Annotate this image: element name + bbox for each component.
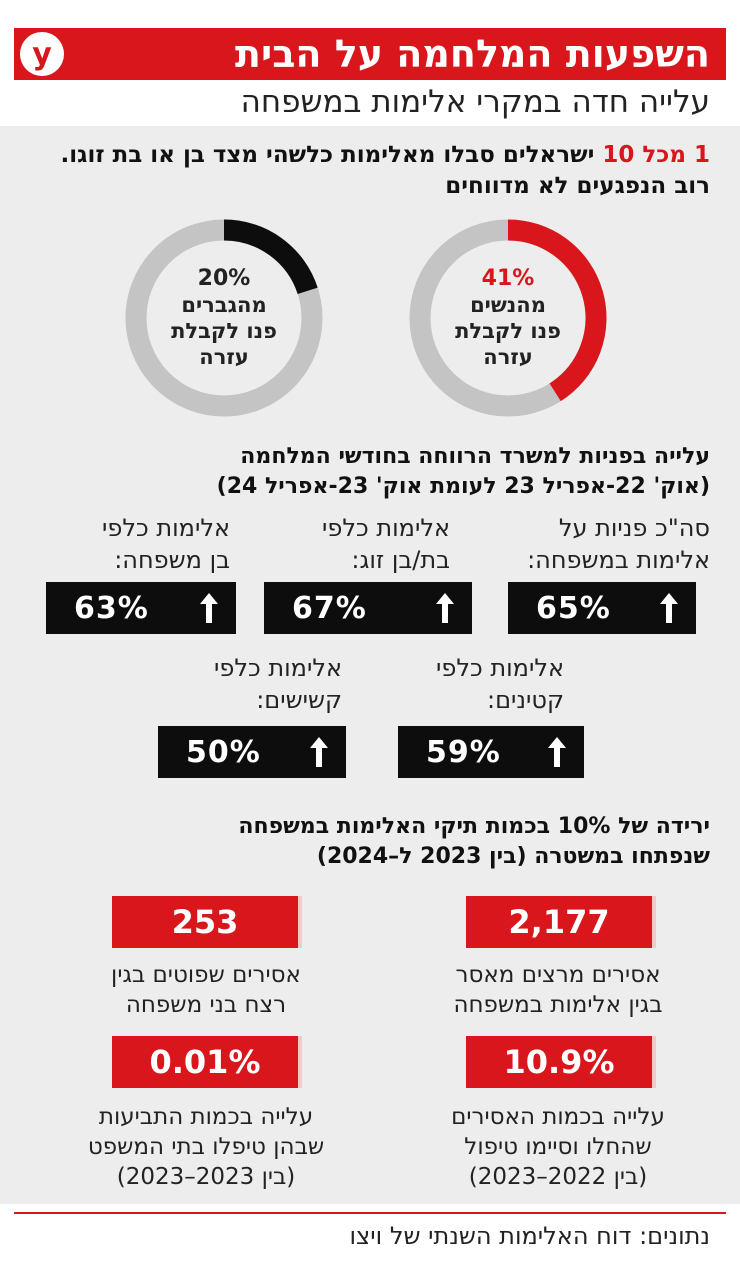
welfare-value-total: 65%	[508, 582, 696, 634]
welfare-label-elderly-line2: קשישים:	[256, 686, 342, 714]
donut-women-svg	[409, 219, 607, 417]
police-label-treatment: עלייה בכמות האסירים שהחלו וסיימו טיפול (…	[398, 1102, 718, 1192]
welfare-title: עלייה בפניות למשרד הרווחה בחודשי המלחמה …	[30, 442, 710, 502]
arrow-up-icon	[200, 593, 218, 623]
welfare-label-total-line2: אלימות במשפחה:	[527, 546, 710, 574]
page-subtitle: עלייה חדה במקרי אלימות במשפחה	[240, 84, 710, 120]
police-label-treatment-line1: עלייה בכמות האסירים	[451, 1104, 665, 1130]
donut-women-arc	[507, 219, 607, 402]
logo-letter: y	[20, 32, 64, 76]
donut-men-pct: 20%	[197, 266, 251, 291]
donut-women-label: 41% מהנשים פנו לקבלת עזרה	[408, 218, 608, 418]
arrow-up-icon	[436, 593, 454, 623]
welfare-title-line2: (אוק' 22-אפריל 23 לעומת אוק' 23-אפריל 24…	[216, 474, 710, 499]
donut-men-line2: פנו לקבלת	[171, 319, 277, 343]
donut-women-line3: עזרה	[483, 345, 533, 369]
police-label-murder-line2: רצח בני משפחה	[125, 992, 287, 1018]
logo: y	[14, 28, 70, 80]
content-panel	[0, 126, 740, 1204]
footer-divider	[14, 1212, 726, 1214]
police-title-line1: ירידה של 10% בכמות תיקי האלימות במשפחה	[238, 814, 710, 839]
police-label-prisoners-line1: אסירים מרצים מאסר	[455, 962, 661, 988]
police-value-treatment: 10.9%	[466, 1036, 652, 1088]
header-bar	[14, 28, 726, 80]
police-value-courts: 0.01%	[112, 1036, 298, 1088]
source-note: נתונים: דוח האלימות השנתי של ויצו	[349, 1222, 710, 1250]
welfare-label-family: אלימות כלפי בן משפחה:	[102, 512, 230, 576]
police-label-prisoners-line2: בגין אלימות במשפחה	[453, 992, 663, 1018]
welfare-label-total: סה"כ פניות על אלימות במשפחה:	[527, 512, 710, 576]
donut-women-pct: 41%	[481, 266, 535, 291]
donut-men-label: 20% מהגברים פנו לקבלת עזרה	[124, 218, 324, 418]
welfare-value-total-text: 65%	[536, 590, 611, 626]
page-title: השפעות המלחמה על הבית	[235, 32, 710, 76]
arrow-up-icon	[660, 593, 678, 623]
welfare-label-elderly: אלימות כלפי קשישים:	[214, 652, 342, 716]
welfare-title-line1: עלייה בפניות למשרד הרווחה בחודשי המלחמה	[240, 444, 710, 469]
donut-women-line2: פנו לקבלת	[455, 319, 561, 343]
police-value-murder: 253	[112, 896, 298, 948]
intro-rest: ישראלים סבלו מאלימות כלשהי מצד בן או בת …	[60, 142, 710, 199]
welfare-value-elderly-text: 50%	[186, 734, 261, 770]
welfare-label-partner: אלימות כלפי בת/בן זוג:	[322, 512, 450, 576]
welfare-label-total-line1: סה"כ פניות על	[558, 514, 710, 542]
welfare-label-minors: אלימות כלפי קטינים:	[436, 652, 564, 716]
welfare-label-elderly-line1: אלימות כלפי	[214, 654, 342, 682]
intro-text: 1 מכל 10 ישראלים סבלו מאלימות כלשהי מצד …	[30, 140, 710, 202]
donut-men-svg	[125, 219, 323, 417]
police-label-treatment-line2: שהחלו וסיימו טיפול	[464, 1134, 652, 1160]
police-label-courts: עלייה בכמות התביעות שבהן טיפלו בתי המשפט…	[46, 1102, 366, 1192]
police-label-courts-line3: (בין 2023–2023)	[116, 1164, 296, 1190]
police-label-courts-line2: שבהן טיפלו בתי המשפט	[87, 1134, 325, 1160]
welfare-value-family: 63%	[46, 582, 236, 634]
police-value-prisoners: 2,177	[466, 896, 652, 948]
donut-women: 41% מהנשים פנו לקבלת עזרה	[408, 218, 608, 418]
welfare-label-family-line2: בן משפחה:	[114, 546, 230, 574]
police-label-courts-line1: עלייה בכמות התביעות	[98, 1104, 314, 1130]
welfare-value-partner: 67%	[264, 582, 472, 634]
welfare-label-family-line1: אלימות כלפי	[102, 514, 230, 542]
welfare-label-minors-line1: אלימות כלפי	[436, 654, 564, 682]
donut-men-line1: מהגברים	[181, 293, 267, 317]
arrow-up-icon	[310, 737, 328, 767]
welfare-label-partner-line1: אלימות כלפי	[322, 514, 450, 542]
police-label-treatment-line3: (בין 2022–2023)	[468, 1164, 648, 1190]
welfare-value-minors-text: 59%	[426, 734, 501, 770]
donut-men-line3: עזרה	[199, 345, 249, 369]
donut-men: 20% מהגברים פנו לקבלת עזרה	[124, 218, 324, 418]
intro-highlight: 1 מכל 10	[602, 142, 710, 168]
donut-men-arc	[223, 219, 318, 295]
welfare-value-partner-text: 67%	[292, 590, 367, 626]
donut-women-line1: מהנשים	[470, 293, 546, 317]
arrow-up-icon	[548, 737, 566, 767]
welfare-value-elderly: 50%	[158, 726, 346, 778]
police-title: ירידה של 10% בכמות תיקי האלימות במשפחה ש…	[30, 812, 710, 872]
police-label-murder: אסירים שפוטים בגין רצח בני משפחה	[56, 960, 356, 1020]
police-title-line2: שנפתחו במשטרה (בין 2023 ל–2024)	[316, 844, 710, 869]
welfare-value-family-text: 63%	[74, 590, 149, 626]
police-label-prisoners: אסירים מרצים מאסר בגין אלימות במשפחה	[408, 960, 708, 1020]
welfare-label-partner-line2: בת/בן זוג:	[351, 546, 450, 574]
police-label-murder-line1: אסירים שפוטים בגין	[111, 962, 301, 988]
welfare-label-minors-line2: קטינים:	[487, 686, 564, 714]
welfare-value-minors: 59%	[398, 726, 584, 778]
